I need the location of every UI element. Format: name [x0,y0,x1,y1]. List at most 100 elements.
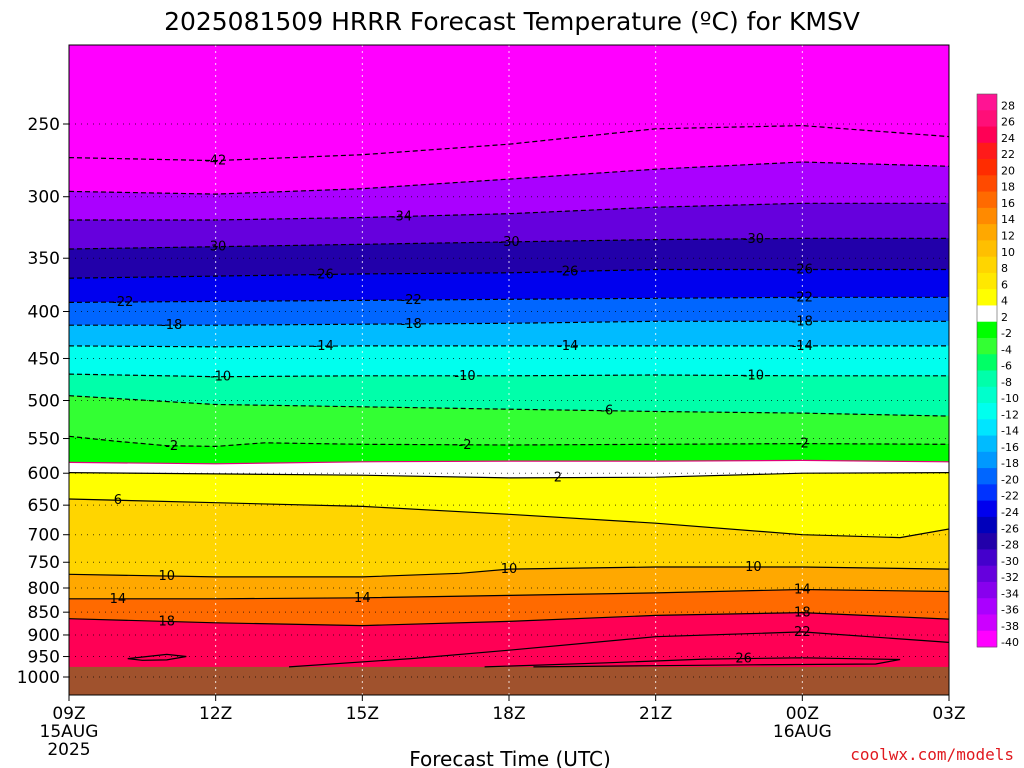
contour-line [69,124,949,162]
colorbar-swatch [977,614,997,632]
y-tick-label: 400 [28,302,60,322]
contour-line [484,657,901,668]
colorbar-tick-label: -16 [1001,441,1019,454]
colorbar-swatch [977,516,997,534]
colorbar-tick-label: -38 [1001,620,1019,633]
colorbar-swatch [977,207,997,225]
contour-label: -14 [313,339,334,354]
colorbar-tick-label: 8 [1001,262,1008,275]
colorbar-tick-label: -40 [1001,636,1019,649]
contour-label: -26 [313,267,334,282]
contour-label: -22 [112,295,133,310]
colorbar-swatch [977,240,997,258]
x-tick-sublabel: 2025 [47,740,90,760]
colorbar-swatch [977,272,997,290]
plot-area: -42-34-30 -30 -30-26 -26 -26-22 -22 -22-18 -18-… [69,45,949,695]
contour-line [69,459,949,465]
x-tick-label: 21Z [639,704,672,724]
contour-label: 18 [159,614,176,629]
y-tick-label: 900 [28,626,60,646]
contour-label: 18 [794,606,811,621]
contour-line [69,161,949,195]
contour-line [69,435,949,448]
colorbar-swatch [977,549,997,567]
colorbar-tick-label: -8 [1001,376,1012,389]
contour-label: -2 [165,439,178,454]
contour-label: -14 [557,339,578,354]
colorbar-tick-label: 24 [1001,132,1015,145]
contour-label: -26 [792,262,813,277]
colorbar-tick-label: 18 [1001,181,1015,194]
colorbar-tick-label: -6 [1001,360,1012,373]
colorbar-swatch [977,94,997,111]
colorbar-tick-label: -2 [1001,327,1012,340]
x-tick-label: 00Z [786,704,819,724]
y-tick-label: 600 [28,464,60,484]
y-tick-label: 950 [28,648,60,668]
y-tick-label: 250 [28,115,60,135]
contour-line [69,373,949,378]
colorbar-tick-label: -10 [1001,392,1019,405]
colorbar-tick-label: 16 [1001,197,1015,210]
temperature-band [69,345,949,377]
colorbar-tick-label: -14 [1001,425,1019,438]
x-tick-sublabel: 15AUG [40,722,99,742]
contour-label: -2 [796,437,809,452]
contour-label: 14 [354,591,371,606]
contour-label: -10 [454,369,475,384]
colorbar-swatch [977,142,997,160]
contour-label: -10 [743,369,764,384]
contour-label: 6 [114,493,122,508]
contour-label: -22 [792,290,813,305]
credit-link[interactable]: coolwx.com/models [850,745,1014,764]
y-tick-label: 350 [28,249,60,269]
contour-label: 2 [554,471,562,486]
contour-label: 10 [745,560,762,575]
contour-label: -2 [459,438,472,453]
ground-surface [69,666,949,695]
y-tick-label: 500 [28,392,60,412]
contour-line [69,296,949,303]
colorbar-tick-label: -18 [1001,457,1019,470]
y-tick-label: 700 [28,526,60,546]
chart-title: 2025081509 HRRR Forecast Temperature (ºC… [164,7,860,36]
contour-line [69,237,949,250]
contour-label: 22 [794,625,811,640]
colorbar-swatch [977,403,997,420]
colorbar-swatch [977,126,997,144]
colorbar-swatch [977,224,997,241]
contour-line [69,395,949,417]
colorbar-tick-label: 26 [1001,116,1015,129]
colorbar-swatch [977,337,997,355]
colorbar-tick-label: 10 [1001,246,1015,259]
colorbar-swatch [977,500,997,518]
contour-line [288,631,949,668]
x-tick-label: 12Z [199,704,232,724]
contour-label: 10 [501,562,518,577]
colorbar-frame [976,93,998,648]
colorbar-tick-label: -12 [1001,408,1019,421]
colorbar-swatch [977,256,997,274]
contour-label: -42 [205,154,226,169]
colorbar-swatch [977,175,997,192]
contour-line [127,653,187,661]
contour-label: -10 [210,370,231,385]
contour-label: -34 [391,209,412,224]
colorbar-tick-label: -26 [1001,522,1019,535]
contour-label: -26 [557,264,578,279]
colorbar-swatch [977,386,997,404]
contour-line [69,498,949,539]
y-tick-label: 650 [28,496,60,516]
colorbar-tick-label: 12 [1001,230,1015,243]
contour-label: -18 [161,318,182,333]
colorbar-swatch [977,159,997,176]
colorbar-swatch [977,533,997,550]
y-tick-label: 850 [28,603,60,623]
colorbar-swatch [977,321,997,339]
colorbar-tick-label: 20 [1001,164,1015,177]
colorbar-tick-label: -36 [1001,604,1019,617]
contour-label: -18 [401,317,422,332]
contour-line [69,320,949,326]
